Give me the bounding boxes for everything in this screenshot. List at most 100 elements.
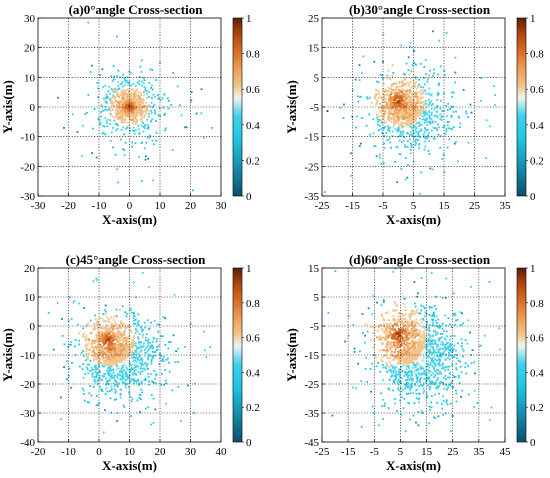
data-point	[110, 389, 113, 391]
data-point	[445, 128, 448, 130]
data-point	[82, 335, 85, 338]
data-point	[407, 132, 409, 135]
data-point	[132, 365, 134, 368]
data-point	[376, 118, 379, 121]
data-point	[151, 355, 153, 357]
data-point	[126, 326, 128, 329]
data-point	[135, 353, 138, 356]
data-point	[117, 88, 120, 91]
data-point	[466, 342, 469, 345]
x-ticks: -25 -15 -5 5 15 25 35	[315, 193, 511, 212]
data-point	[441, 327, 444, 330]
data-point	[122, 334, 125, 337]
data-point	[417, 132, 420, 135]
data-point	[84, 113, 87, 115]
data-point	[134, 318, 137, 321]
data-point	[96, 356, 99, 358]
data-point	[101, 355, 104, 358]
data-point	[140, 180, 143, 182]
data-point	[428, 87, 431, 90]
data-point	[132, 352, 135, 354]
data-point	[410, 114, 413, 117]
data-point	[68, 367, 71, 370]
data-point	[387, 125, 390, 128]
data-point	[417, 131, 420, 134]
data-point	[400, 343, 403, 345]
data-point	[111, 103, 114, 106]
data-point	[106, 332, 109, 335]
data-point	[164, 369, 166, 371]
data-point	[406, 88, 409, 91]
x-ticks: -30 -20 -10 0 10 20 30	[31, 193, 227, 212]
data-point	[393, 120, 396, 123]
data-point	[430, 111, 433, 114]
data-point	[143, 322, 146, 324]
data-point	[414, 335, 417, 338]
data-point	[121, 81, 124, 83]
data-point	[125, 104, 128, 107]
data-point	[457, 160, 459, 163]
data-point	[407, 111, 410, 114]
data-point	[397, 99, 400, 102]
data-point	[71, 362, 73, 364]
data-point	[141, 367, 143, 370]
data-point	[91, 373, 94, 376]
data-point	[447, 351, 450, 354]
x-axis-label: X-axis(m)	[102, 458, 157, 473]
data-point	[441, 110, 443, 112]
data-point	[420, 97, 423, 100]
data-point	[118, 112, 121, 114]
data-point	[413, 102, 416, 105]
data-point	[106, 316, 109, 319]
data-point	[72, 113, 74, 116]
data-point	[398, 97, 401, 100]
data-point	[380, 128, 383, 131]
data-point	[384, 100, 387, 103]
data-point	[134, 349, 136, 352]
data-point	[415, 127, 418, 129]
data-point	[433, 305, 436, 307]
data-point	[107, 354, 110, 357]
data-point	[123, 92, 126, 95]
x-tick-label: -30	[31, 200, 46, 212]
data-point	[120, 95, 123, 98]
data-point	[390, 370, 393, 372]
data-point	[119, 76, 122, 79]
data-point	[418, 105, 421, 108]
data-point	[414, 119, 417, 122]
data-point	[443, 376, 445, 379]
data-point	[157, 114, 160, 117]
data-point	[406, 371, 408, 374]
data-point	[150, 321, 152, 324]
data-point	[146, 136, 149, 139]
data-point	[170, 104, 173, 106]
data-point	[422, 133, 425, 136]
data-point	[140, 114, 143, 117]
data-point	[398, 118, 400, 121]
data-point	[418, 91, 421, 93]
data-point	[120, 388, 123, 391]
data-point	[422, 123, 425, 126]
data-point	[388, 98, 390, 101]
data-point	[96, 340, 99, 343]
data-point	[424, 100, 427, 102]
data-point	[125, 350, 128, 353]
data-point	[150, 110, 152, 112]
data-point	[72, 301, 75, 304]
data-point	[111, 327, 113, 329]
data-point	[103, 372, 106, 375]
data-point	[104, 409, 106, 412]
y-tick-label: 0	[30, 102, 36, 114]
data-point	[143, 110, 146, 113]
data-point	[384, 120, 386, 123]
data-point	[393, 123, 396, 126]
data-point	[113, 96, 115, 98]
data-point	[399, 107, 402, 110]
data-point	[457, 342, 459, 345]
data-point	[105, 336, 108, 339]
data-point	[120, 121, 123, 124]
data-point	[365, 124, 368, 127]
data-point	[142, 99, 145, 102]
data-point	[415, 311, 417, 313]
data-point	[405, 90, 407, 93]
